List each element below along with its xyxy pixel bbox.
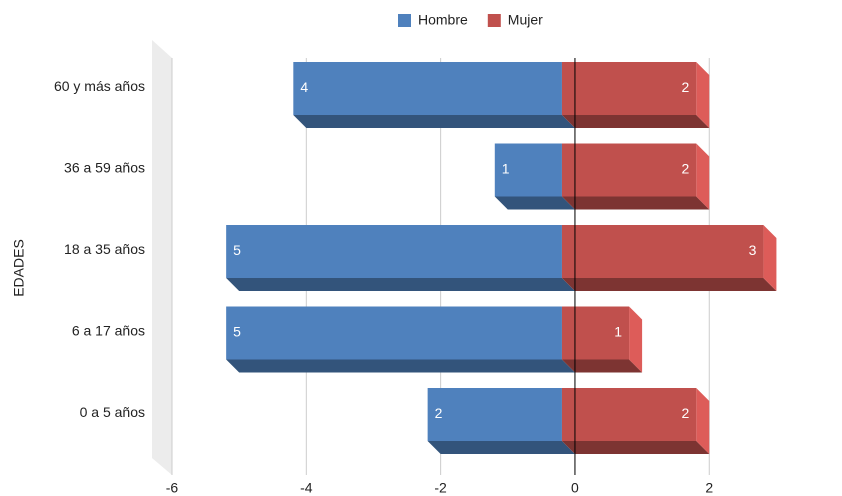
bar-depth-side [696,143,710,210]
bar [561,225,764,278]
y-axis-title: EDADES [11,239,27,297]
bar [561,306,630,360]
data-label: 5 [233,324,241,340]
y-tick-label: 18 a 35 años [64,241,145,257]
data-label: 4 [300,79,308,95]
y-tick-label: 60 y más años [54,78,145,94]
bar-depth-bottom [561,441,710,454]
bar-depth-side [629,306,643,373]
data-label: 1 [502,161,510,177]
bar-depth-bottom [494,196,575,210]
x-tick-label: 2 [705,480,713,496]
bar [561,388,697,441]
data-label: 2 [435,405,443,421]
bar-depth-bottom [561,278,777,291]
y-tick-label: 6 a 17 años [72,323,145,339]
x-tick-label: -6 [166,480,179,496]
data-label: 5 [233,242,241,258]
x-tick-label: 0 [571,480,579,496]
y-tick-label: 0 a 5 años [80,404,145,420]
bar-depth-bottom [427,441,575,454]
bar [226,225,562,278]
bar-depth-side [763,225,777,291]
data-label: 1 [614,324,622,340]
bar [427,388,562,441]
bar [561,62,697,115]
bar-depth-bottom [561,359,643,373]
bar [494,143,562,197]
y-tick-label: 36 a 59 años [64,160,145,176]
left-wall [152,40,172,475]
data-label: 2 [681,79,689,95]
bar-depth-bottom [561,115,710,128]
legend-swatch [398,14,411,27]
bar [226,306,562,360]
x-tick-label: -4 [300,480,313,496]
data-label: 2 [681,161,689,177]
bar-depth-bottom [293,115,575,128]
bar [561,143,697,197]
legend-swatch [487,14,501,27]
bar [293,62,562,115]
bar-depth-side [696,62,710,128]
x-tick-label: -2 [434,480,447,496]
bar-depth-bottom [226,278,575,291]
bar-depth-bottom [226,359,575,373]
bar-depth-side [696,388,710,454]
legend-label: Hombre [418,12,468,28]
bar-depth-bottom [561,196,710,210]
data-label: 3 [749,242,757,258]
legend-label: Mujer [508,12,543,28]
data-label: 2 [681,405,689,421]
